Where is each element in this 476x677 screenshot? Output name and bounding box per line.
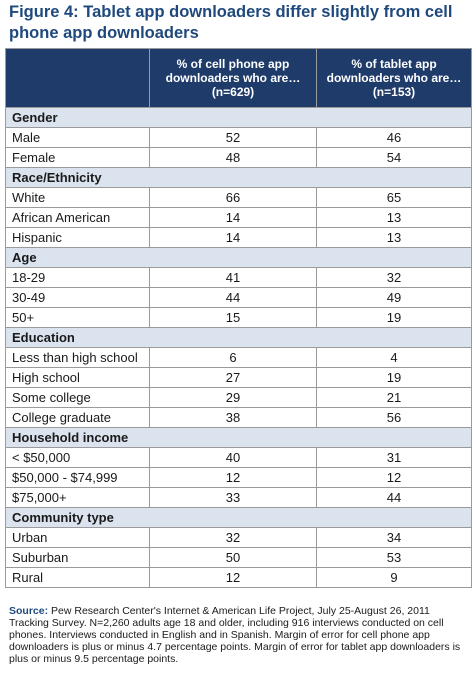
section-row: Gender	[5, 107, 472, 128]
table-row: Less than high school 6 4	[5, 347, 472, 368]
table-row: Hispanic 14 13	[5, 227, 472, 248]
header-row: % of cell phone app downloaders who are……	[5, 48, 472, 108]
section-heading: Gender	[5, 107, 472, 128]
section-heading: Age	[5, 247, 472, 268]
row-label: 30-49	[5, 287, 150, 308]
tablet-value: 4	[316, 347, 472, 368]
tablet-value: 53	[316, 547, 472, 568]
cell-phone-value: 12	[149, 567, 317, 588]
cell-phone-value: 33	[149, 487, 317, 508]
section-row: Race/Ethnicity	[5, 167, 472, 188]
cell-phone-value: 14	[149, 227, 317, 248]
tablet-value: 21	[316, 387, 472, 408]
row-label: College graduate	[5, 407, 150, 428]
row-label: 50+	[5, 307, 150, 328]
table-row: $75,000+ 33 44	[5, 487, 472, 508]
table-row: High school 27 19	[5, 367, 472, 388]
cell-phone-value: 12	[149, 467, 317, 488]
cell-phone-value: 52	[149, 127, 317, 148]
tablet-value: 46	[316, 127, 472, 148]
table-body: Gender Male 52 46 Female 48 54 Race/Ethnicity Wh…	[5, 107, 472, 588]
row-label: < $50,000	[5, 447, 150, 468]
cell-phone-value: 66	[149, 187, 317, 208]
row-label: Suburban	[5, 547, 150, 568]
row-label: High school	[5, 367, 150, 388]
row-label: Less than high school	[5, 347, 150, 368]
row-label: African American	[5, 207, 150, 228]
row-label: Some college	[5, 387, 150, 408]
row-label: Female	[5, 147, 150, 168]
section-row: Household income	[5, 427, 472, 448]
tablet-value: 32	[316, 267, 472, 288]
tablet-value: 9	[316, 567, 472, 588]
table-row: < $50,000 40 31	[5, 447, 472, 468]
tablet-value: 56	[316, 407, 472, 428]
table-row: Rural 12 9	[5, 567, 472, 588]
cell-phone-value: 27	[149, 367, 317, 388]
tablet-value: 54	[316, 147, 472, 168]
section-heading: Household income	[5, 427, 472, 448]
table-row: Some college 29 21	[5, 387, 472, 408]
row-label: Rural	[5, 567, 150, 588]
table-row: Suburban 50 53	[5, 547, 472, 568]
cell-phone-value: 50	[149, 547, 317, 568]
table-row: African American 14 13	[5, 207, 472, 228]
tablet-value: 49	[316, 287, 472, 308]
source-text: Pew Research Center's Internet & America…	[9, 605, 461, 665]
cell-phone-value: 41	[149, 267, 317, 288]
tablet-value: 19	[316, 307, 472, 328]
header-tablet: % of tablet app downloaders who are… (n=…	[316, 48, 472, 108]
cell-phone-value: 6	[149, 347, 317, 368]
row-label: Hispanic	[5, 227, 150, 248]
table-row: Male 52 46	[5, 127, 472, 148]
section-row: Education	[5, 327, 472, 348]
header-blank	[5, 48, 150, 108]
table-row: Urban 32 34	[5, 527, 472, 548]
cell-phone-value: 38	[149, 407, 317, 428]
source-note: Source: Pew Research Center's Internet &…	[9, 605, 469, 665]
table-row: White 66 65	[5, 187, 472, 208]
tablet-value: 13	[316, 207, 472, 228]
tablet-value: 31	[316, 447, 472, 468]
tablet-value: 44	[316, 487, 472, 508]
cell-phone-value: 44	[149, 287, 317, 308]
tablet-value: 19	[316, 367, 472, 388]
table-row: 50+ 15 19	[5, 307, 472, 328]
table-row: College graduate 38 56	[5, 407, 472, 428]
section-heading: Race/Ethnicity	[5, 167, 472, 188]
figure-title: Figure 4: Tablet app downloaders differ …	[9, 3, 453, 42]
section-row: Community type	[5, 507, 472, 528]
cell-phone-value: 40	[149, 447, 317, 468]
row-label: 18-29	[5, 267, 150, 288]
row-label: Urban	[5, 527, 150, 548]
cell-phone-value: 29	[149, 387, 317, 408]
cell-phone-value: 14	[149, 207, 317, 228]
table-row: 18-29 41 32	[5, 267, 472, 288]
tablet-value: 13	[316, 227, 472, 248]
tablet-value: 34	[316, 527, 472, 548]
row-label: $50,000 - $74,999	[5, 467, 150, 488]
section-heading: Education	[5, 327, 472, 348]
header-cell-phone: % of cell phone app downloaders who are……	[149, 48, 317, 108]
data-table: % of cell phone app downloaders who are……	[5, 48, 472, 588]
table-row: 30-49 44 49	[5, 287, 472, 308]
cell-phone-value: 15	[149, 307, 317, 328]
tablet-value: 65	[316, 187, 472, 208]
table-row: $50,000 - $74,999 12 12	[5, 467, 472, 488]
row-label: White	[5, 187, 150, 208]
section-row: Age	[5, 247, 472, 268]
row-label: Male	[5, 127, 150, 148]
section-heading: Community type	[5, 507, 472, 528]
table-row: Female 48 54	[5, 147, 472, 168]
tablet-value: 12	[316, 467, 472, 488]
cell-phone-value: 32	[149, 527, 317, 548]
source-label: Source:	[9, 605, 49, 617]
row-label: $75,000+	[5, 487, 150, 508]
cell-phone-value: 48	[149, 147, 317, 168]
